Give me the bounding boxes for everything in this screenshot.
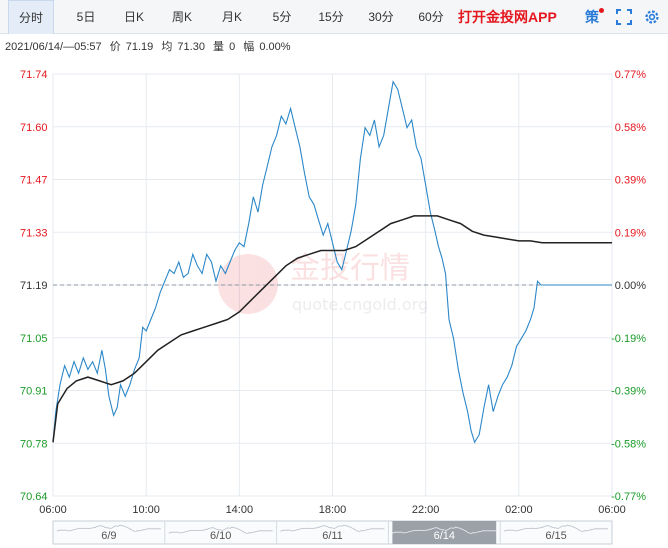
- tab-monthly-k[interactable]: 月K: [221, 10, 242, 24]
- percent-tick-label: 0.58%: [615, 122, 646, 134]
- percent-tick-label: -0.58%: [611, 438, 646, 450]
- expand-icon[interactable]: [615, 8, 633, 26]
- navigator-date-label[interactable]: 6/9: [101, 530, 116, 542]
- percent-axis: 0.77% 0.58% 0.39% 0.19% 0.00% -0.19% -0.39% -0.…: [611, 69, 646, 503]
- quote-datetime: 2021/06/14/—05:57: [5, 41, 102, 53]
- price-tick-label: 70.91: [20, 386, 48, 398]
- period-tabbar: 分时 5日 日K 周K 月K 5分 15分 30分 60分 打开金投网APP 策: [0, 0, 668, 34]
- watermark-brand: 金投行情: [290, 251, 410, 286]
- intraday-chart[interactable]: 金投行情 quote.cngold.org 71.7471.6071.4771.…: [0, 56, 668, 548]
- watermark: 金投行情 quote.cngold.org: [218, 251, 428, 314]
- navigator-sparkline: [503, 524, 608, 532]
- avg-label: 均: [161, 41, 173, 53]
- volume-label: 量: [213, 41, 225, 53]
- navigator-date-label[interactable]: 6/15: [545, 530, 566, 542]
- notification-dot: [599, 8, 604, 13]
- tab-weekly-k[interactable]: 周K: [171, 10, 192, 24]
- navigator-sparkline: [168, 526, 273, 534]
- tab-5-min[interactable]: 5分: [272, 10, 292, 24]
- navigator-selection[interactable]: [392, 521, 497, 544]
- percent-tick-label: 0.77%: [615, 69, 646, 81]
- price-tick-label: 71.33: [20, 227, 48, 239]
- gear-icon[interactable]: [643, 8, 661, 26]
- navigator-sparkline: [392, 526, 497, 534]
- tab-intraday[interactable]: 分时: [8, 0, 54, 34]
- percent-tick-label: 0.39%: [615, 175, 646, 187]
- percent-tick-label: 0.00%: [615, 280, 646, 292]
- tab-5-day[interactable]: 5日: [76, 10, 96, 24]
- time-axis: 06:00 10:00 14:00 18:00 22:00 02:00 06:00: [39, 504, 626, 516]
- strategy-button[interactable]: 策: [585, 9, 599, 25]
- watermark-logo-icon: [218, 254, 278, 314]
- range-navigator[interactable]: 6/9 6/10 6/11 6/14 6/15: [52, 520, 613, 545]
- tab-daily-k[interactable]: 日K: [123, 10, 144, 24]
- tab-30-min[interactable]: 30分: [368, 10, 394, 24]
- navigator-sparkline: [56, 524, 161, 532]
- percent-tick-label: 0.19%: [615, 227, 646, 239]
- price-tick-label: 71.60: [20, 122, 48, 134]
- time-tick-label: 22:00: [412, 504, 440, 516]
- quote-info-line: 2021/06/14/—05:57 价 71.19 均 71.30 量 0 幅 …: [5, 38, 296, 54]
- open-app-link[interactable]: 打开金投网APP: [458, 9, 557, 25]
- average-line: [52, 215, 612, 443]
- price-tick-label: 71.74: [20, 69, 48, 81]
- time-tick-label: 06:00: [598, 504, 626, 516]
- time-tick-label: 10:00: [132, 504, 160, 516]
- watermark-url: quote.cngold.org: [292, 295, 428, 314]
- price-tick-label: 70.78: [20, 438, 48, 450]
- price-tick-label: 71.05: [20, 333, 48, 345]
- price-tick-label: 70.64: [20, 491, 48, 503]
- price-label: 价: [109, 41, 121, 53]
- series-layer: [52, 80, 612, 444]
- tab-60-min[interactable]: 60分: [418, 10, 444, 24]
- avg-value: 71.30: [177, 41, 205, 53]
- volume-value: 0: [229, 41, 236, 53]
- percent-tick-label: -0.19%: [611, 333, 646, 345]
- tab-15-min[interactable]: 15分: [318, 10, 344, 24]
- navigator-sparkline: [280, 524, 385, 532]
- price-tick-label: 71.47: [20, 175, 48, 187]
- navigator-date-label[interactable]: 6/10: [210, 530, 231, 542]
- navigator-date-label[interactable]: 6/11: [322, 530, 343, 542]
- price-value: 71.19: [125, 41, 154, 53]
- time-tick-label: 18:00: [319, 504, 347, 516]
- time-tick-label: 14:00: [226, 504, 254, 516]
- price-tick-label: 71.19: [20, 280, 48, 292]
- change-value: 0.00%: [259, 41, 291, 53]
- price-axis: 71.74 71.60 71.47 71.33 71.19 71.05 70.91 70.78…: [20, 69, 48, 503]
- navigator-date-label[interactable]: 6/14: [434, 530, 455, 542]
- percent-tick-label: -0.77%: [611, 491, 646, 503]
- time-tick-label: 06:00: [39, 504, 67, 516]
- percent-tick-label: -0.39%: [611, 386, 646, 398]
- change-label: 幅: [243, 41, 255, 53]
- time-tick-label: 02:00: [505, 504, 533, 516]
